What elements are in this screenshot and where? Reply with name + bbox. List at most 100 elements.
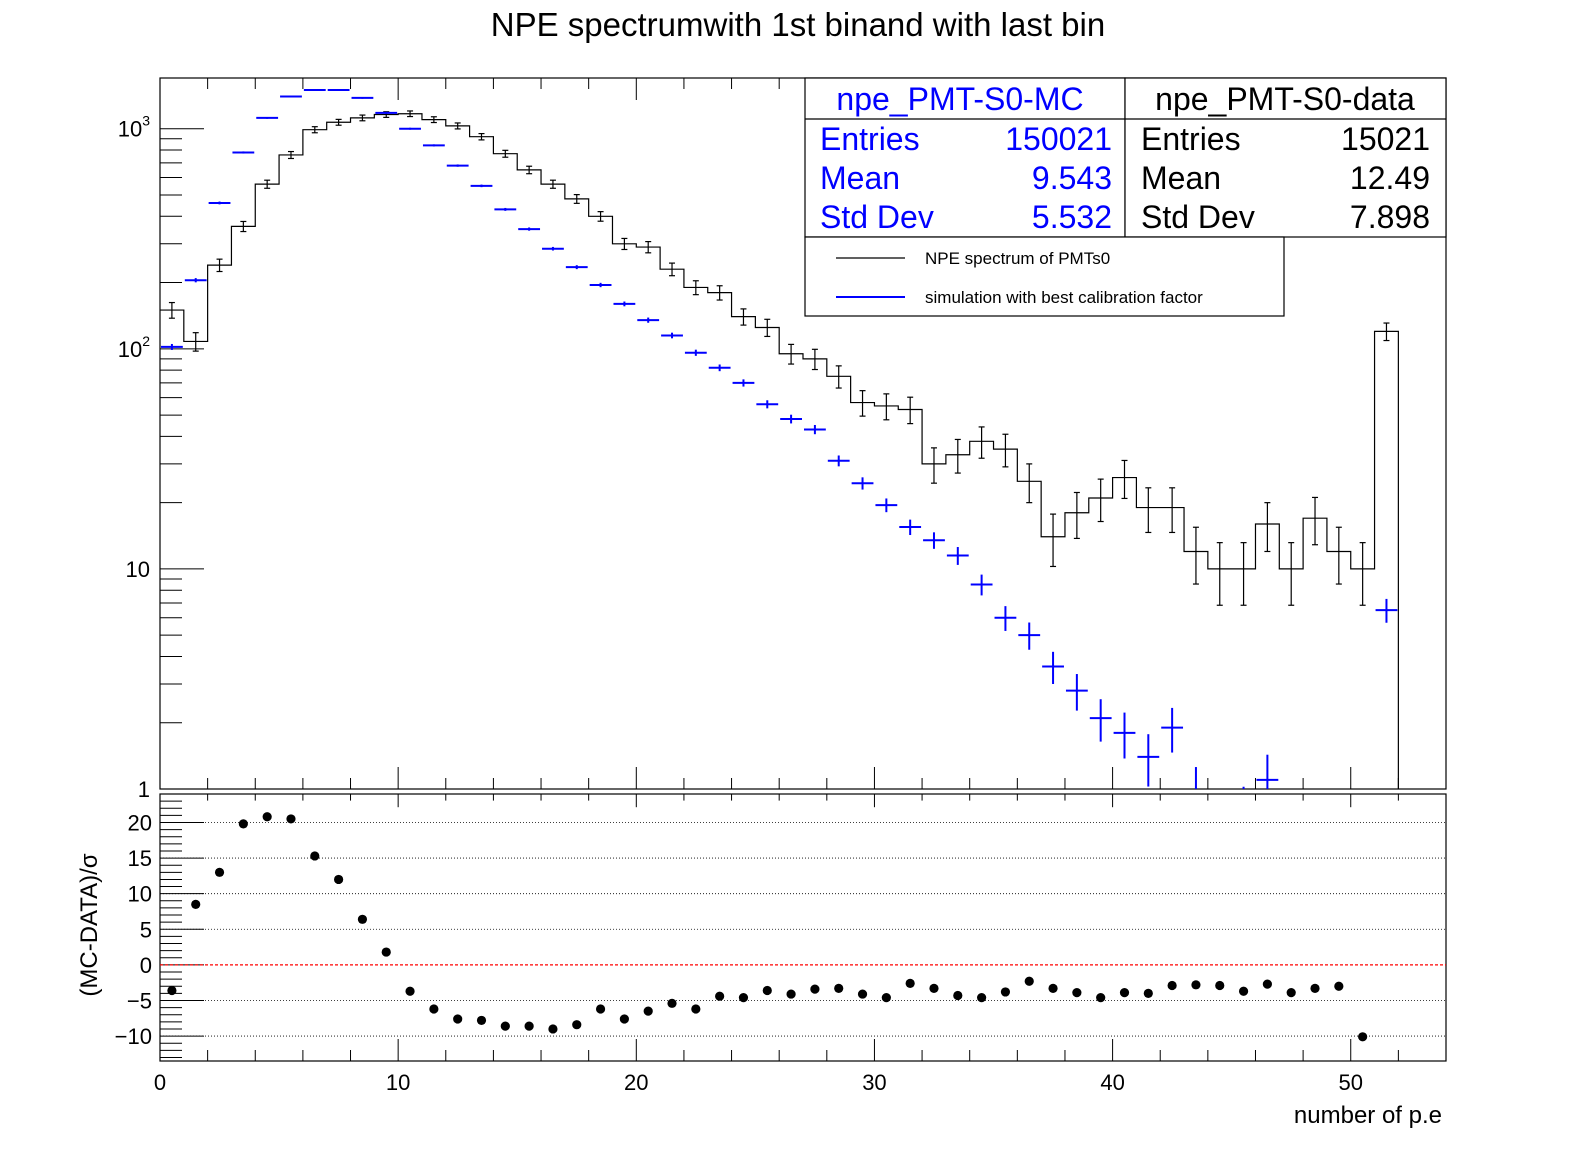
ratio-point	[548, 1024, 558, 1034]
ratio-point	[834, 983, 844, 993]
ratio-points	[167, 812, 1368, 1042]
ratio-y-tick-labels: 20 15 10 5 0 −5 −10	[115, 810, 152, 1049]
ratio-plot-ticks	[159, 793, 1447, 1061]
stats-box-mc: npe_PMT-S0-MC Entries 150021 Mean 9.543 …	[804, 77, 1126, 238]
data-step-line	[160, 113, 1399, 789]
ratio-gridlines	[160, 822, 1446, 1037]
stats-data-stddev-value: 7.898	[1350, 199, 1430, 235]
ratio-point	[929, 983, 939, 993]
ratio-point	[881, 993, 891, 1003]
y-tick-label: 102	[118, 333, 150, 362]
ratio-point	[857, 989, 868, 999]
ratio-point	[381, 947, 391, 957]
stats-mc-mean-label: Mean	[820, 160, 900, 196]
ratio-point	[619, 1014, 629, 1024]
ratio-point	[1000, 987, 1011, 997]
mc-simulation-markers	[161, 88, 1398, 789]
ratio-point	[667, 998, 677, 1008]
ratio-point	[1191, 980, 1201, 990]
ratio-point	[191, 899, 201, 909]
ratio-point	[1310, 983, 1320, 993]
ratio-point	[953, 990, 963, 1001]
stats-data-entries-value: 15021	[1341, 121, 1430, 157]
ratio-y-tick-label: 0	[140, 953, 152, 978]
stats-mc-stddev-label: Std Dev	[820, 199, 934, 235]
y-tick-label: 1	[138, 777, 150, 802]
x-tick-labels: 0 10 20 30 40 50	[154, 1070, 1363, 1095]
ratio-point	[405, 986, 415, 996]
stats-mc-entries-label: Entries	[820, 121, 920, 157]
stats-data-mean-value: 12.49	[1350, 160, 1430, 196]
stats-box-data: npe_PMT-S0-data Entries 15021 Mean 12.49…	[1124, 77, 1447, 238]
y-tick-label: 10	[126, 557, 150, 582]
ratio-point	[453, 1014, 463, 1024]
ratio-point	[1238, 986, 1249, 996]
ratio-point	[691, 1004, 701, 1014]
ratio-point	[1358, 1032, 1368, 1042]
x-tick-label: 40	[1100, 1070, 1124, 1095]
ratio-point	[214, 867, 225, 877]
ratio-point	[905, 978, 915, 988]
ratio-y-tick-label: 5	[140, 917, 152, 942]
ratio-point	[1119, 988, 1130, 998]
stats-mc-name: npe_PMT-S0-MC	[836, 81, 1083, 117]
ratio-point	[738, 993, 749, 1003]
ratio-point	[595, 1004, 606, 1014]
ratio-y-tick-label: −10	[115, 1024, 152, 1049]
stats-data-name: npe_PMT-S0-data	[1155, 81, 1415, 117]
ratio-point	[715, 991, 725, 1001]
ratio-point	[1048, 983, 1058, 993]
data-histogram	[160, 110, 1399, 789]
ratio-plot-frame	[159, 793, 1447, 1062]
ratio-y-tick-label: 15	[128, 846, 152, 871]
ratio-point	[500, 1021, 510, 1031]
x-tick-label: 0	[154, 1070, 166, 1095]
stats-data-stddev-label: Std Dev	[1141, 199, 1255, 235]
x-tick-label: 30	[862, 1070, 886, 1095]
ratio-y-tick-label: 20	[128, 810, 152, 835]
legend-mc-label: simulation with best calibration factor	[925, 288, 1203, 307]
ratio-point	[429, 1004, 439, 1014]
ratio-point	[1072, 988, 1082, 998]
ratio-point	[524, 1021, 534, 1031]
ratio-point	[1096, 993, 1106, 1003]
ratio-point	[1334, 981, 1344, 991]
ratio-point	[810, 984, 820, 994]
stats-data-entries-label: Entries	[1141, 121, 1241, 157]
stats-mc-mean-value: 9.543	[1032, 160, 1112, 196]
ratio-y-tick-label: −5	[127, 988, 152, 1013]
y-axis-label-ratio: (MC-DATA)/σ	[76, 853, 103, 996]
stats-mc-stddev-value: 5.532	[1032, 199, 1112, 235]
ratio-point	[762, 985, 772, 996]
x-tick-label: 10	[386, 1070, 410, 1095]
ratio-point	[1286, 988, 1296, 998]
ratio-point	[238, 819, 248, 829]
stats-data-mean-label: Mean	[1141, 160, 1221, 196]
ratio-y-tick-label: 10	[128, 882, 152, 907]
ratio-point	[572, 1020, 582, 1030]
ratio-point	[1215, 980, 1225, 991]
ratio-point	[310, 851, 320, 861]
ratio-point	[1167, 980, 1177, 991]
x-tick-label: 20	[624, 1070, 648, 1095]
ratio-point	[262, 812, 272, 822]
ratio-point	[167, 985, 177, 996]
x-tick-label: 50	[1338, 1070, 1362, 1095]
ratio-point	[334, 874, 344, 885]
legend: NPE spectrum of PMTs0 simulation with be…	[804, 236, 1285, 317]
ratio-point	[1143, 988, 1153, 998]
ratio-point	[1024, 976, 1034, 986]
ratio-point	[977, 993, 987, 1003]
top-y-tick-labels: 1 10 102 103	[118, 113, 150, 802]
stats-mc-entries-value: 150021	[1005, 121, 1112, 157]
x-axis-label: number of p.e	[1294, 1102, 1442, 1129]
ratio-point	[476, 1015, 487, 1026]
top-plot-frame	[159, 77, 1447, 790]
ratio-point	[786, 989, 796, 999]
legend-data-label: NPE spectrum of PMTs0	[925, 249, 1110, 268]
ratio-point	[286, 814, 296, 824]
y-tick-label: 103	[118, 113, 150, 142]
ratio-point	[1262, 979, 1272, 989]
chart-title: NPE spectrumwith 1st binand with last bi…	[491, 6, 1105, 43]
